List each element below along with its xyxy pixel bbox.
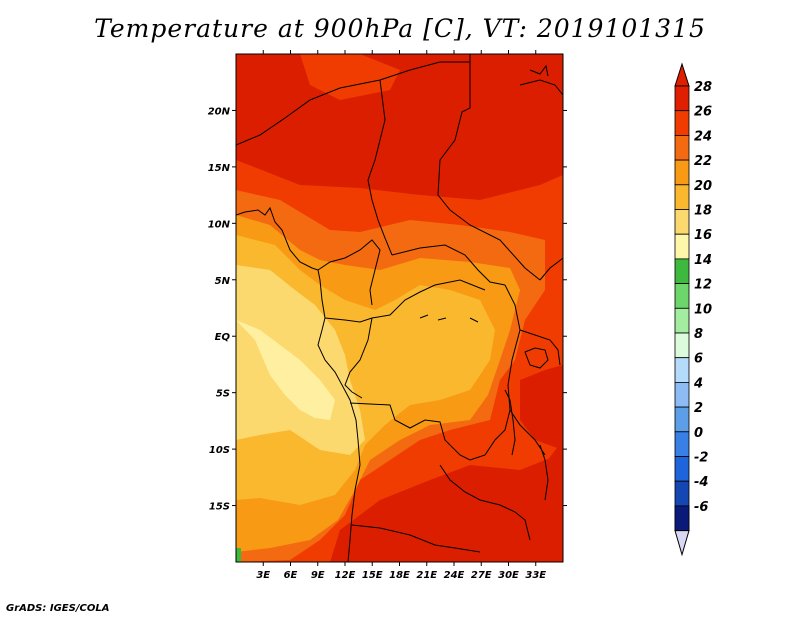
axis-labels: 20N 15N 10N 5N EQ 5S 10S 15S 3E 6E 9E 12E 15E 18E 21E 2…: [208, 106, 547, 581]
lon-tick-label: 18E: [389, 570, 410, 581]
lon-tick-label: 6E: [284, 570, 298, 581]
colorbar-swatch: [674, 406, 690, 433]
lat-tick-label: EQ: [215, 332, 231, 343]
lat-tick-label: 15N: [208, 163, 231, 174]
colorbar-swatch: [674, 110, 690, 136]
border-drc-west: [344, 317, 373, 399]
colorbar-swatch: [674, 159, 690, 186]
lon-tick-label: 30E: [498, 570, 519, 581]
lat-tick-label: 10N: [208, 219, 231, 230]
colorbar-top-arrow: [674, 62, 690, 87]
lon-tick-label: 3E: [256, 570, 270, 581]
footer-credit: GrADS: IGES/COLA: [6, 603, 110, 614]
colorbar-label: 2: [694, 401, 703, 416]
border-car: [391, 244, 506, 286]
colorbar-swatch: [674, 332, 690, 359]
lon-tick-label: 27E: [471, 570, 492, 581]
lat-tick-label: 10S: [209, 445, 230, 456]
lake-malawi: [539, 444, 549, 501]
colorbar-swatch: [674, 85, 690, 112]
lon-tick-label: 15E: [362, 570, 383, 581]
colorbar-swatch: [674, 431, 690, 457]
lon-tick-label: 33E: [525, 570, 546, 581]
colorbar-swatch: [674, 381, 690, 408]
colorbar-swatch: [674, 456, 690, 482]
colorbar-swatch: [674, 357, 690, 383]
border-east: [504, 284, 546, 456]
colorbar-label: 4: [693, 376, 703, 391]
colorbar-label: -6: [694, 500, 708, 515]
field-patch-east-hot: [520, 365, 563, 450]
field-patch-inner-warm: [440, 305, 485, 350]
border-uganda-kenya: [519, 329, 561, 366]
colorbar-swatch: [674, 233, 690, 260]
colorbar-label: 28: [694, 80, 712, 95]
lon-tick-label: 12E: [335, 570, 356, 581]
chart-title: Temperature at 900hPa [C], VT: 201910131…: [94, 14, 706, 43]
border-ethiopia: [539, 257, 563, 281]
border-chad: [367, 79, 393, 256]
field-corner-green: [236, 548, 241, 562]
river-islands: [419, 314, 479, 323]
country-boundaries: [236, 54, 563, 562]
colorbar-label: -4: [694, 475, 708, 490]
border-angola-zambia: [439, 464, 531, 541]
border-libya-sudan: [437, 54, 541, 281]
colorbar-swatch: [674, 480, 690, 507]
lake-tanganyika: [504, 389, 516, 456]
colorbar-swatch: [674, 134, 690, 161]
coast-redsea: [529, 64, 549, 77]
field-band-16: [236, 320, 335, 420]
colorbar-label: 10: [694, 302, 712, 317]
border-south: [351, 524, 481, 553]
colorbar-label: 0: [694, 426, 703, 441]
colorbar-label: 6: [694, 352, 703, 367]
colorbar-label: 12: [694, 278, 712, 293]
axis-ticks: [232, 50, 567, 566]
colorbar-swatch: [674, 258, 690, 284]
lat-tick-label: 5N: [215, 276, 231, 287]
colorbar-bottom-arrow: [674, 530, 690, 557]
border-cameroon: [317, 239, 381, 306]
lon-tick-label: 24E: [444, 570, 465, 581]
lat-tick-label: 20N: [208, 106, 231, 117]
colorbar-label: 18: [694, 204, 712, 219]
colorbar-label: -2: [694, 451, 708, 466]
border-drc-south: [349, 402, 511, 461]
lon-tick-label: 9E: [311, 570, 325, 581]
colorbar-label: 24: [694, 129, 712, 144]
border-nile-east: [519, 79, 563, 96]
colorbar-label: 16: [694, 228, 712, 243]
field-patch-north-warm: [300, 54, 400, 100]
lat-tick-label: 5S: [216, 389, 230, 400]
colorbar-label: 8: [694, 327, 703, 342]
colorbar-swatch-lowest: [674, 505, 690, 531]
colorbar-label: 22: [694, 154, 712, 169]
lon-tick-label: 21E: [416, 570, 437, 581]
colorbar-swatch: [674, 283, 690, 309]
colorbar-label: 26: [694, 105, 712, 120]
field-patch-south-hot: [350, 455, 563, 562]
border-sahel: [236, 61, 470, 146]
temperature-field: [236, 54, 563, 562]
colorbar-swatch: [674, 184, 690, 210]
colorbar-swatch: [674, 307, 690, 334]
colorbar-label: 20: [694, 179, 712, 194]
border-congo: [324, 279, 486, 323]
colorbar-swatch: [674, 209, 690, 235]
lat-tick-label: 15S: [209, 502, 230, 513]
colorbar-label: 14: [694, 253, 712, 268]
lake-victoria: [524, 347, 549, 369]
